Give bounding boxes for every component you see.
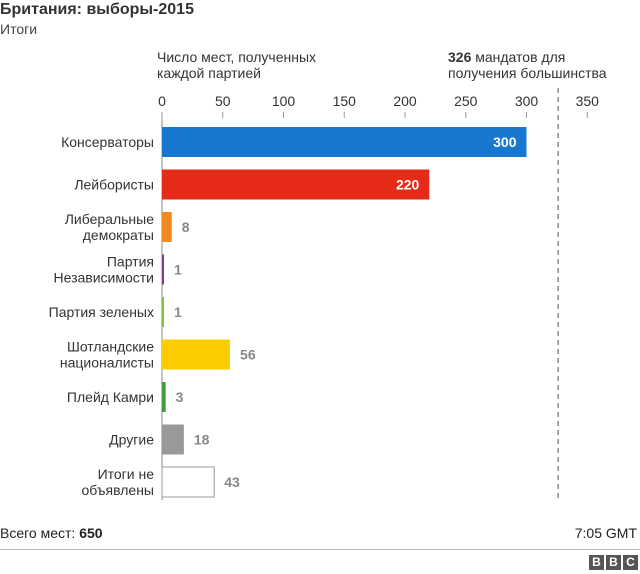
bbc-logo-letter: B [606, 555, 621, 570]
category-label: Консерваторы [61, 134, 154, 150]
footer-divider [0, 549, 640, 550]
category-label: Итоги не [98, 466, 155, 482]
x-tick-label: 100 [272, 93, 296, 109]
category-label: Независимости [53, 270, 154, 286]
chart-title: Британия: выборы-2015 [0, 1, 194, 18]
category-label: объявлены [81, 482, 154, 498]
bbc-logo: B B C [589, 555, 638, 570]
value-label: 220 [396, 177, 420, 193]
value-label: 300 [493, 134, 517, 150]
bar [162, 424, 184, 455]
bar [162, 382, 166, 412]
category-label: Лейбористы [74, 177, 154, 193]
category-label: Партия зеленых [49, 304, 154, 320]
x-tick-label: 0 [158, 93, 166, 109]
total-seats: Всего мест: 650 [0, 525, 103, 541]
bar [162, 127, 527, 157]
value-label: 18 [194, 432, 210, 448]
majority-caption: 326 мандатов для получения большинства [448, 49, 607, 81]
category-label: националисты [60, 355, 154, 371]
chart-subtitle: Итоги [0, 21, 38, 37]
x-tick-label: 350 [576, 93, 600, 109]
bbc-logo-letter: B [589, 555, 604, 570]
x-tick-label: 50 [215, 93, 231, 109]
bar [162, 212, 172, 242]
value-label: 1 [174, 304, 182, 320]
majority-line1: мандатов для [471, 49, 566, 65]
x-tick-label: 250 [454, 93, 478, 109]
value-label: 3 [176, 389, 184, 405]
bar [162, 297, 164, 327]
category-label: Шотландские [67, 339, 154, 355]
bar-chart: 0 50 100 150 200 250 300 350 Консерваторы 300 Лейб… [49, 88, 600, 500]
category-label: Другие [109, 432, 154, 448]
bbc-logo-letter: C [623, 555, 638, 570]
axis-caption-line2: каждой партией [157, 65, 261, 81]
axis-caption-line1: Число мест, полученных [157, 49, 317, 65]
bar [162, 254, 164, 285]
majority-line2: получения большинства [448, 65, 607, 81]
value-label: 8 [182, 219, 190, 235]
category-label: Партия [107, 254, 154, 270]
update-time: 7:05 GMT [574, 525, 637, 541]
bar [161, 466, 215, 498]
bar [162, 169, 430, 200]
axis-caption: Число мест, полученных каждой партией [157, 49, 316, 81]
category-label: Либеральные [65, 211, 154, 227]
value-label: 43 [224, 474, 240, 490]
total-seats-value: 650 [79, 525, 103, 541]
x-tick-label: 200 [393, 93, 417, 109]
majority-value: 326 [448, 49, 472, 65]
total-seats-label: Всего мест: [0, 525, 80, 541]
value-label: 1 [174, 262, 182, 278]
value-label: 56 [240, 347, 256, 363]
x-tick-label: 300 [515, 93, 539, 109]
category-label: демократы [83, 227, 154, 243]
category-label: Плейд Камри [67, 389, 154, 405]
x-tick-label: 150 [333, 93, 357, 109]
bar [162, 339, 231, 370]
